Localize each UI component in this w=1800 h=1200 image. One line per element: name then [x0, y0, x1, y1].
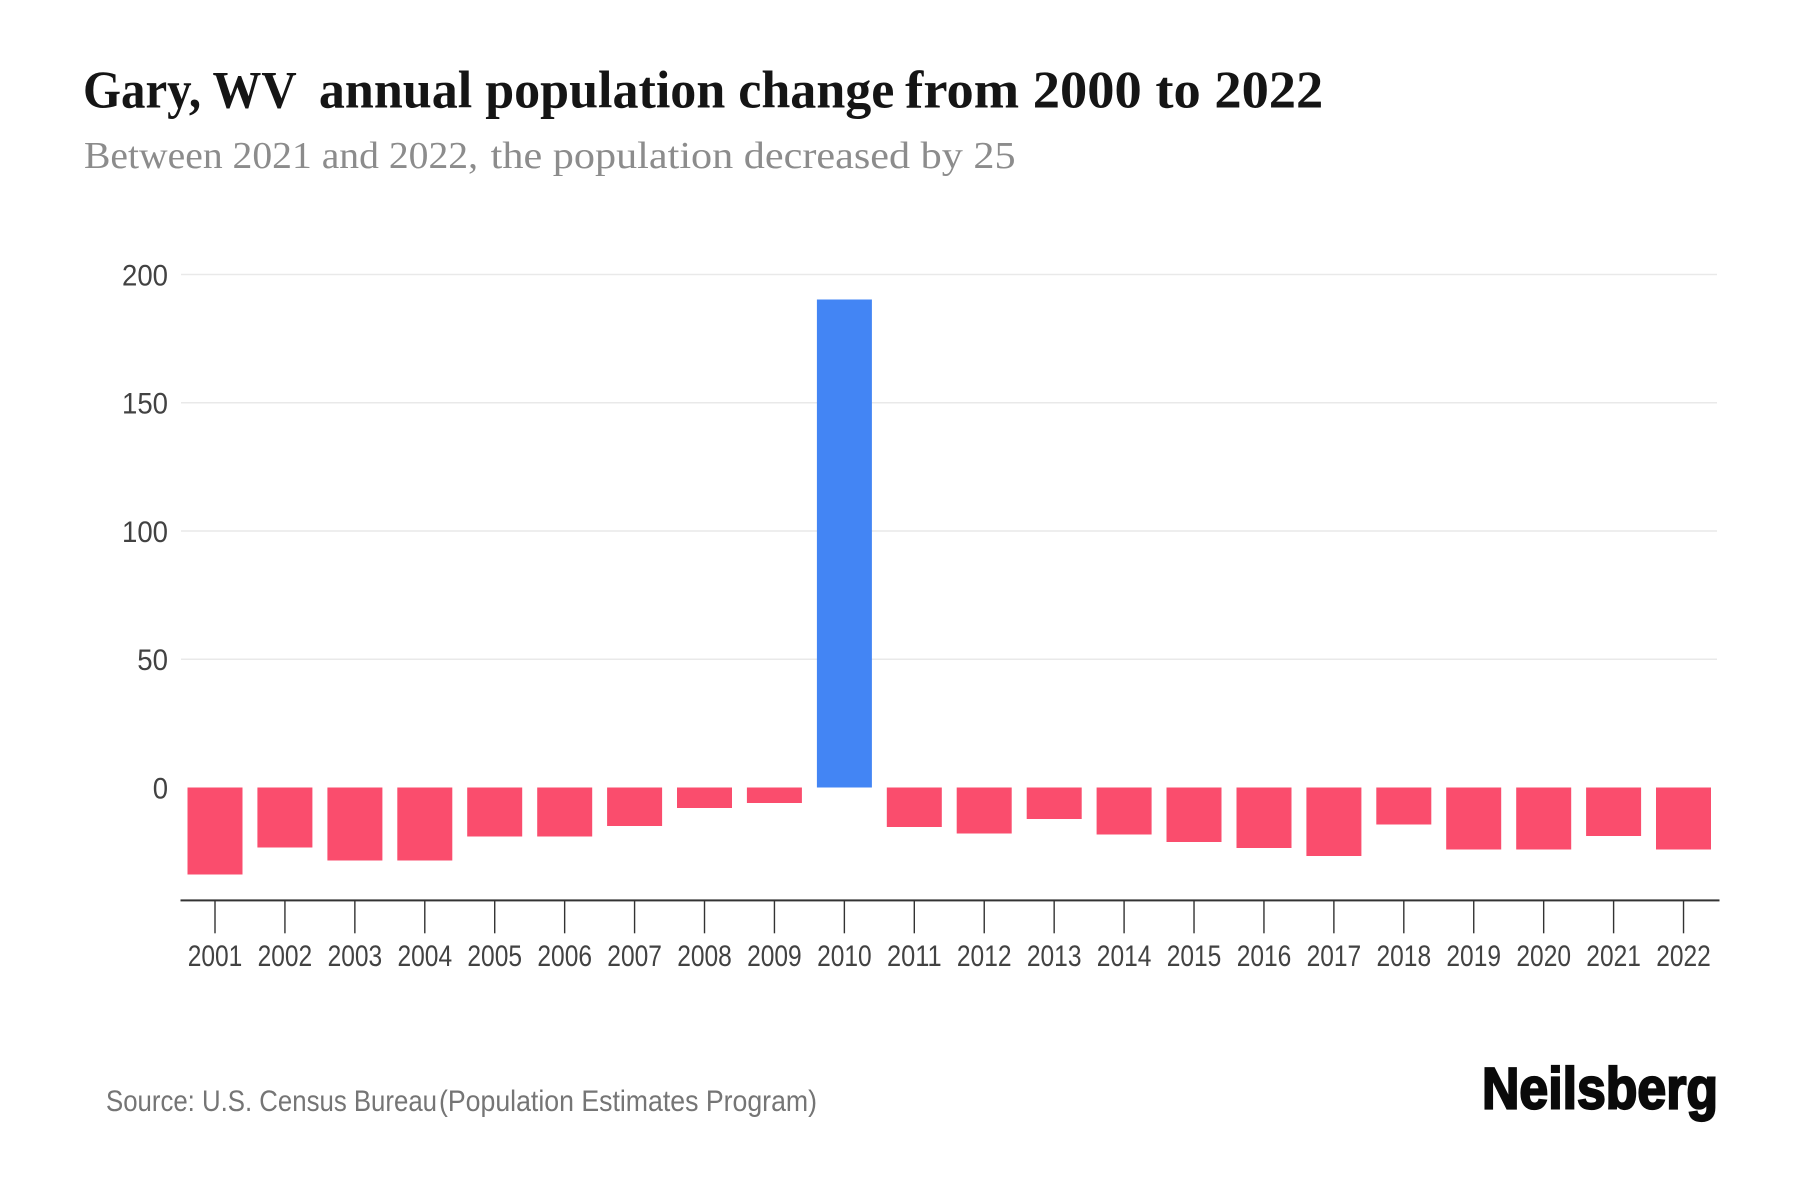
- svg-text:2019: 2019: [1446, 940, 1501, 973]
- svg-text:0: 0: [153, 772, 168, 805]
- svg-text:2020: 2020: [1516, 940, 1571, 973]
- svg-text:2017: 2017: [1307, 940, 1362, 973]
- svg-text:2022: 2022: [1656, 940, 1711, 973]
- svg-text:2009: 2009: [747, 940, 802, 973]
- svg-text:Neilsberg: Neilsberg: [1482, 1056, 1718, 1121]
- svg-text:2018: 2018: [1377, 940, 1432, 973]
- svg-text:2005: 2005: [467, 940, 522, 973]
- svg-text:2003: 2003: [328, 940, 383, 973]
- svg-text:2016: 2016: [1237, 940, 1292, 973]
- svg-text:2011: 2011: [887, 940, 942, 973]
- svg-text:2010: 2010: [817, 940, 872, 973]
- svg-text:Between 2021 and 2022,the popu: Between 2021 and 2022, the population dec…: [84, 135, 1016, 177]
- svg-text:2021: 2021: [1586, 940, 1641, 973]
- svg-text:50: 50: [137, 644, 168, 677]
- svg-text:2002: 2002: [258, 940, 313, 973]
- svg-text:2004: 2004: [398, 940, 453, 973]
- svg-text:2006: 2006: [537, 940, 592, 973]
- svg-text:150: 150: [122, 388, 168, 421]
- svg-text:100: 100: [122, 516, 168, 549]
- svg-text:2012: 2012: [957, 940, 1012, 973]
- svg-text:2008: 2008: [677, 940, 732, 973]
- svg-text:2001: 2001: [188, 940, 243, 973]
- svg-text:2013: 2013: [1027, 940, 1082, 973]
- svg-text:2014: 2014: [1097, 940, 1152, 973]
- svg-text:200: 200: [122, 259, 168, 292]
- svg-text:2015: 2015: [1167, 940, 1222, 973]
- svg-text:Source: U.S. Census Bureau(Pop: Source: U.S. Census Bureau(Population Es…: [106, 1085, 817, 1118]
- svg-text:2007: 2007: [607, 940, 662, 973]
